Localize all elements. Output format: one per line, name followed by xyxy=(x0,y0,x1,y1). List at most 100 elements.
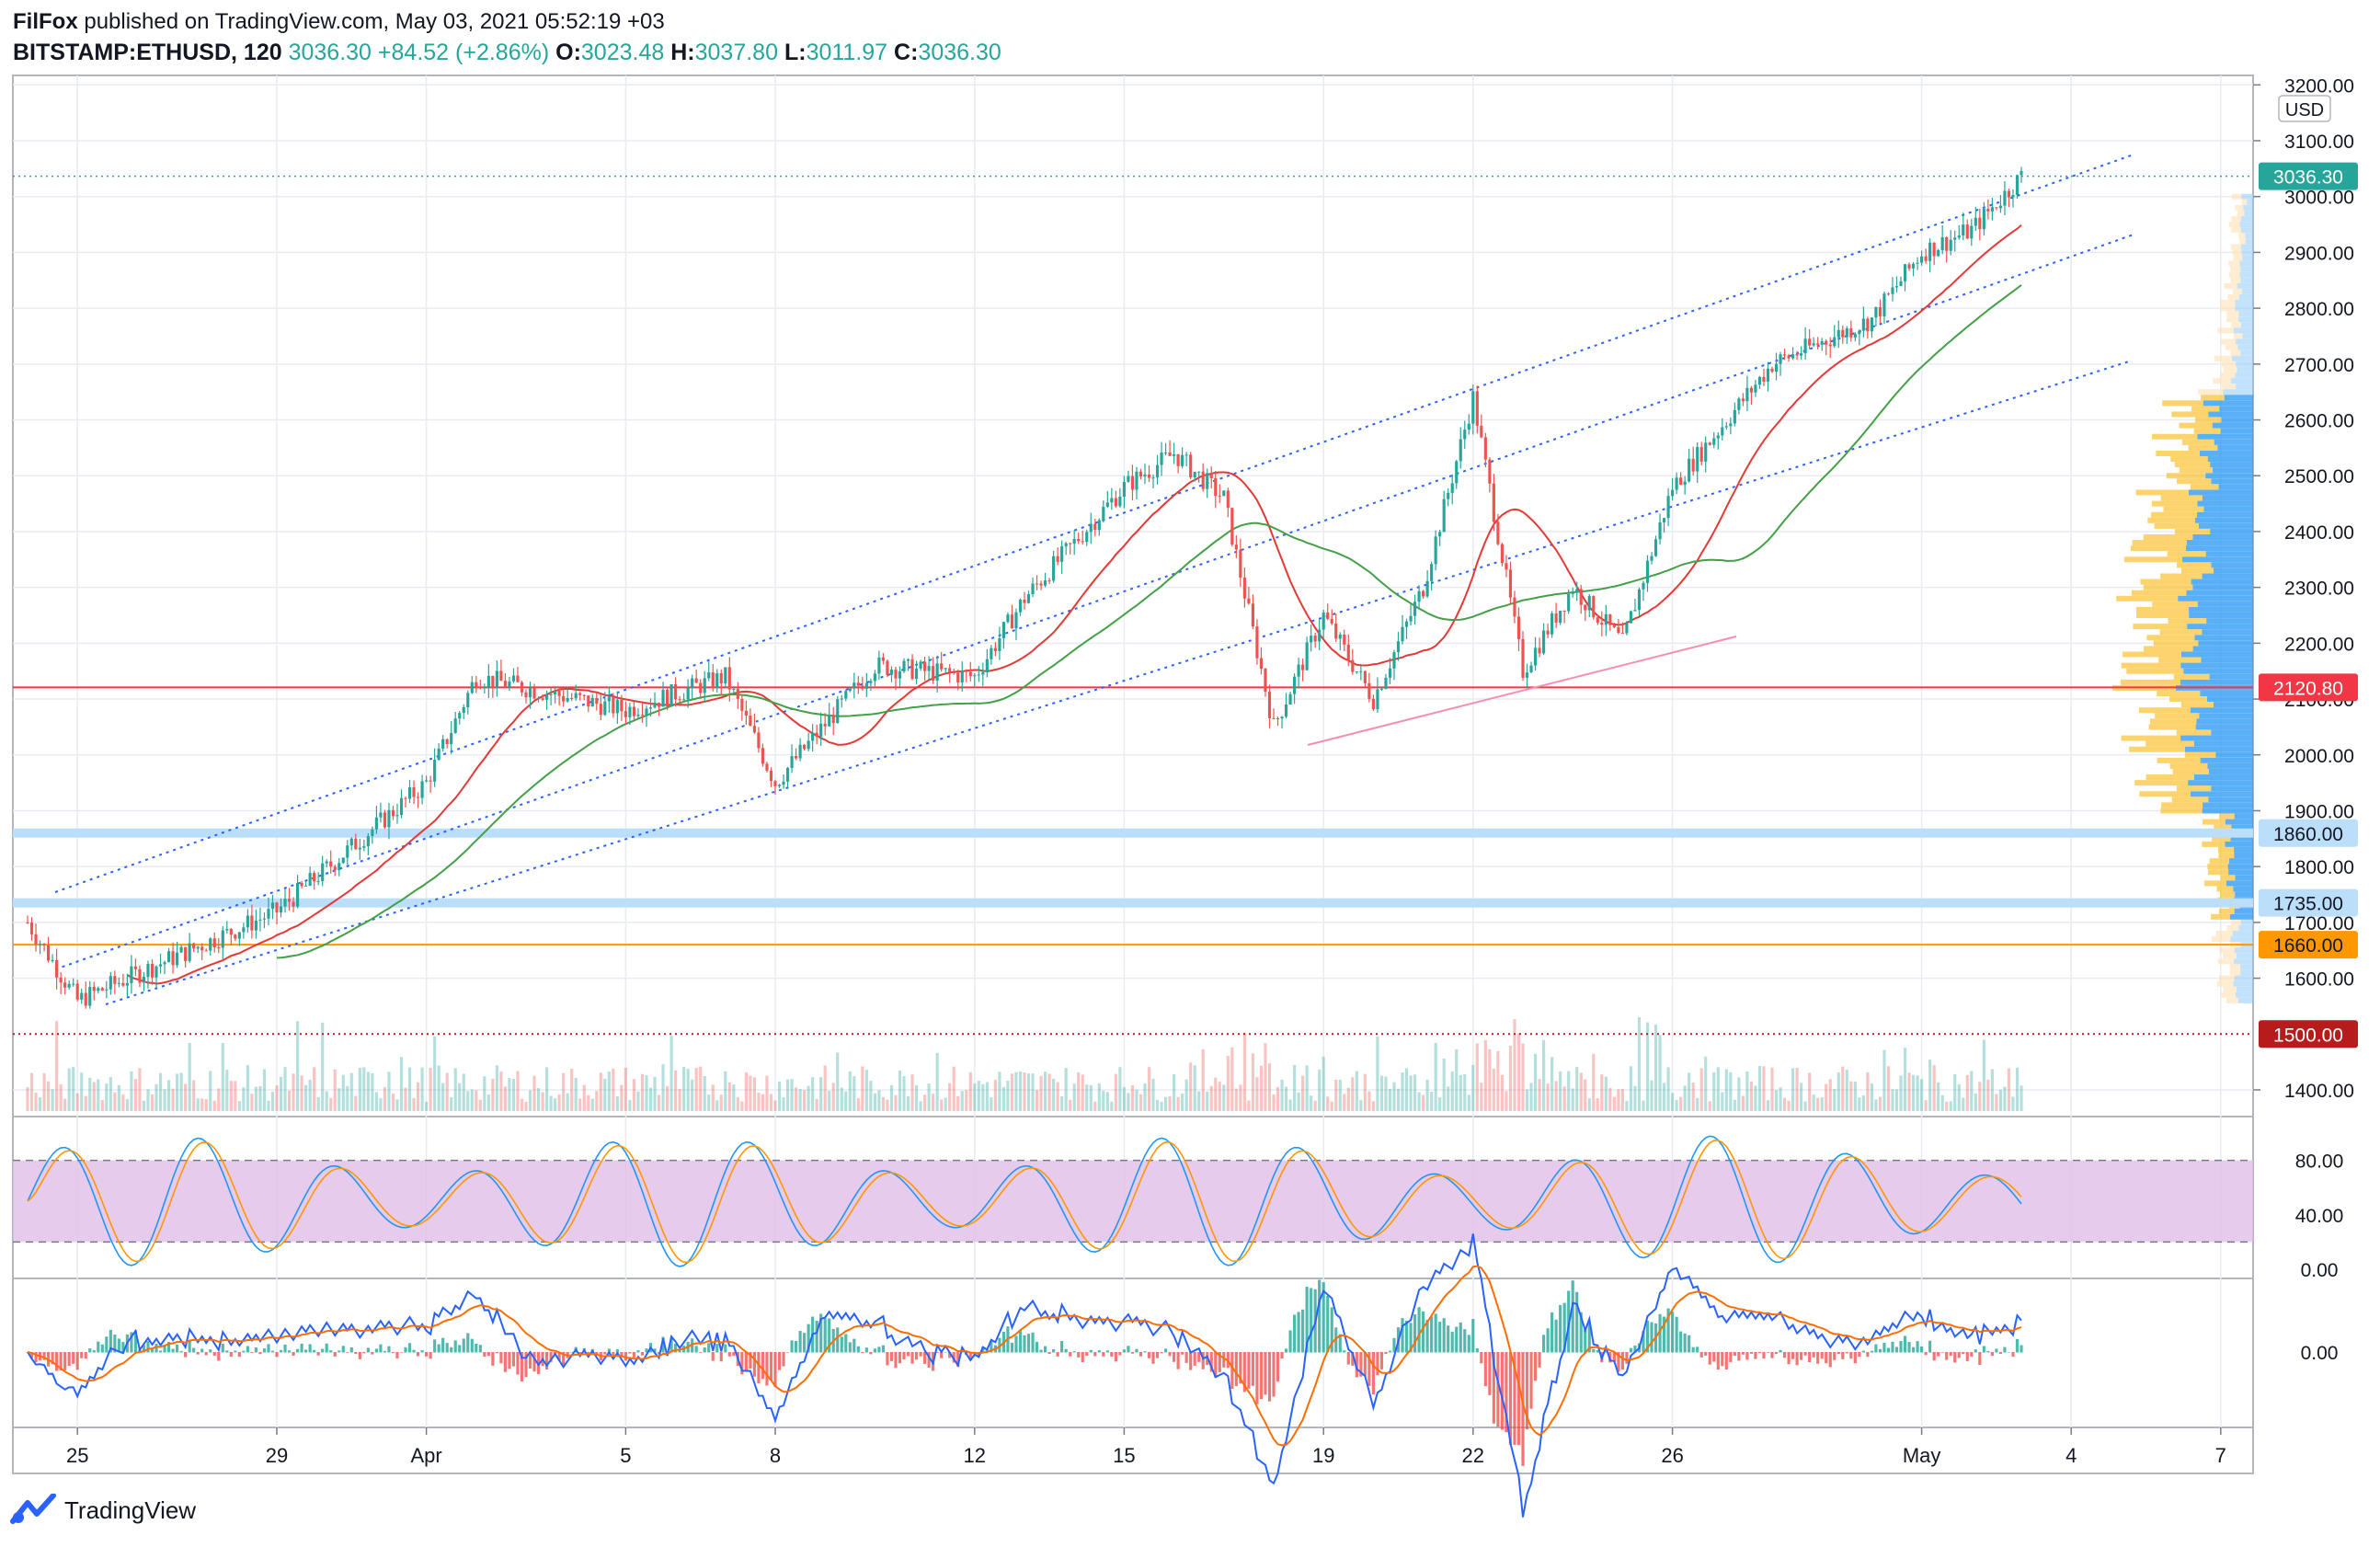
candle-up xyxy=(607,696,611,702)
candle-down xyxy=(1546,630,1550,635)
vp-down-bar xyxy=(2233,288,2242,294)
candle-up xyxy=(1060,545,1064,562)
volume-bar xyxy=(97,1079,100,1111)
macd-histogram-bar xyxy=(2003,1346,2007,1353)
vp-up-bar xyxy=(2239,271,2253,278)
volume-bar xyxy=(707,1094,711,1111)
macd-histogram-bar xyxy=(773,1352,777,1387)
candle-down xyxy=(1608,613,1612,625)
author-name[interactable]: FilFox xyxy=(13,9,78,34)
candle-up xyxy=(1434,536,1437,565)
tradingview-brand[interactable]: TradingView xyxy=(64,1495,197,1524)
tradingview-logo-icon[interactable] xyxy=(9,1494,57,1527)
candle-down xyxy=(823,723,827,727)
vp-down-bar xyxy=(2238,233,2246,239)
vp-down-bar xyxy=(2172,768,2209,774)
macd-tick-label: 0.00 xyxy=(2301,1343,2339,1364)
macd-histogram-bar xyxy=(209,1349,212,1353)
macd-histogram-bar xyxy=(1438,1322,1442,1353)
vp-up-bar xyxy=(2245,238,2253,245)
candle-up xyxy=(433,760,437,782)
candle-up xyxy=(1155,464,1160,478)
macd-histogram-bar xyxy=(279,1349,283,1353)
volume-bar xyxy=(923,1094,927,1111)
macd-histogram-bar xyxy=(1982,1346,1985,1353)
volume-bar xyxy=(699,1066,703,1111)
macd-histogram-bar xyxy=(1782,1352,1787,1358)
time-tick-label: 12 xyxy=(964,1444,986,1467)
vp-up-bar xyxy=(2198,640,2253,647)
macd-histogram-bar xyxy=(612,1352,615,1356)
macd-histogram-bar xyxy=(362,1352,366,1354)
candle-up xyxy=(105,989,109,991)
candle-up xyxy=(109,976,112,990)
symbol-label[interactable]: BITSTAMP:ETHUSD, 120 xyxy=(13,40,282,65)
macd-histogram-bar xyxy=(532,1352,536,1372)
macd-histogram-bar xyxy=(761,1352,765,1380)
candle-down xyxy=(1924,256,1928,261)
volume-bar xyxy=(1201,1049,1205,1111)
time-axis[interactable]: 25 29 Apr 5 8 12 15 19 22 26 May 4 7 xyxy=(66,1427,2226,1467)
vp-down-bar xyxy=(2180,702,2214,708)
candle-up xyxy=(919,661,922,669)
low-value: 3011.97 xyxy=(806,40,888,65)
candle-down xyxy=(1422,590,1425,597)
price-tick-label: 2500.00 xyxy=(2284,466,2354,487)
volume-bar xyxy=(1272,1094,1276,1111)
macd-histogram-bar xyxy=(80,1352,84,1358)
vp-up-bar xyxy=(2205,473,2253,479)
vp-up-bar xyxy=(2231,824,2253,831)
vp-down-bar xyxy=(2221,991,2236,998)
volume-bar xyxy=(640,1073,645,1111)
volume-bar xyxy=(732,1084,736,1111)
volume-bar xyxy=(1729,1071,1733,1111)
volume-bar xyxy=(38,1097,42,1111)
volume-bar xyxy=(391,1094,395,1111)
macd-histogram-bar xyxy=(1903,1335,1907,1353)
candle-down xyxy=(1168,452,1172,456)
volume-bar xyxy=(1255,1077,1259,1111)
macd-histogram-bar xyxy=(371,1352,374,1355)
volume-bar xyxy=(270,1092,275,1111)
macd-histogram-bar xyxy=(699,1352,703,1353)
macd-histogram-bar xyxy=(1949,1352,1952,1357)
macd-histogram-bar xyxy=(1492,1352,1495,1424)
candle-down xyxy=(640,715,645,716)
candle-up xyxy=(1990,207,1994,212)
volume-bar xyxy=(1770,1067,1774,1111)
volume-bar xyxy=(1653,1025,1658,1111)
currency-badge[interactable]: USD xyxy=(2278,95,2331,122)
volume-bar xyxy=(669,1036,673,1111)
macd-histogram-bar xyxy=(1139,1352,1143,1357)
macd-histogram-bar xyxy=(914,1352,919,1360)
volume-bar xyxy=(1293,1064,1297,1111)
macd-histogram-bar xyxy=(732,1352,736,1357)
macd-histogram-bar xyxy=(1820,1352,1824,1359)
macd-histogram-bar xyxy=(1417,1307,1421,1353)
volume-bar xyxy=(1508,1046,1513,1111)
macd-histogram-bar xyxy=(508,1352,511,1369)
macd-histogram-bar xyxy=(258,1352,262,1355)
candle-up xyxy=(237,932,241,939)
vp-down-bar xyxy=(2138,707,2191,714)
candle-up xyxy=(798,744,802,759)
candle-down xyxy=(1242,577,1246,599)
vp-up-bar xyxy=(2199,713,2253,719)
macd-histogram-bar xyxy=(341,1346,345,1353)
candle-down xyxy=(333,866,337,871)
volume-bar xyxy=(1475,1043,1479,1111)
macd-histogram-bar xyxy=(873,1348,876,1353)
macd-histogram-bar xyxy=(1376,1352,1379,1376)
macd-histogram-bar xyxy=(1679,1331,1683,1353)
vp-down-bar xyxy=(2221,384,2237,390)
macd-histogram-bar xyxy=(100,1344,104,1353)
candle-down xyxy=(1965,224,1969,239)
candle-down xyxy=(475,682,478,688)
volume-bar xyxy=(889,1084,894,1111)
candle-down xyxy=(773,781,777,786)
vp-down-bar xyxy=(2163,506,2204,512)
candle-down xyxy=(1986,209,1990,212)
volume-bar xyxy=(1836,1071,1840,1111)
volume-bar xyxy=(1538,1079,1541,1111)
